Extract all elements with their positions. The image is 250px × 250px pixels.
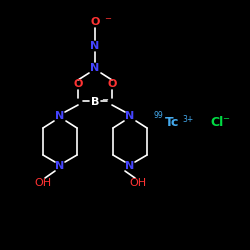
Text: B: B: [91, 97, 99, 107]
Text: 3+: 3+: [182, 114, 193, 124]
Text: O: O: [90, 17, 100, 27]
Text: Cl: Cl: [210, 116, 223, 128]
Text: O: O: [107, 79, 117, 89]
Text: 99: 99: [153, 111, 163, 120]
Text: −: −: [104, 14, 111, 24]
Text: −: −: [222, 114, 229, 124]
Text: N: N: [56, 111, 64, 121]
Text: N: N: [90, 63, 100, 73]
Text: OH: OH: [34, 178, 51, 188]
Text: −: −: [101, 96, 108, 104]
Text: N: N: [126, 111, 134, 121]
Text: N: N: [126, 161, 134, 171]
Text: OH: OH: [130, 178, 146, 188]
Text: Tc: Tc: [165, 116, 180, 128]
Text: N: N: [90, 41, 100, 51]
Text: N: N: [56, 161, 64, 171]
Text: O: O: [73, 79, 83, 89]
